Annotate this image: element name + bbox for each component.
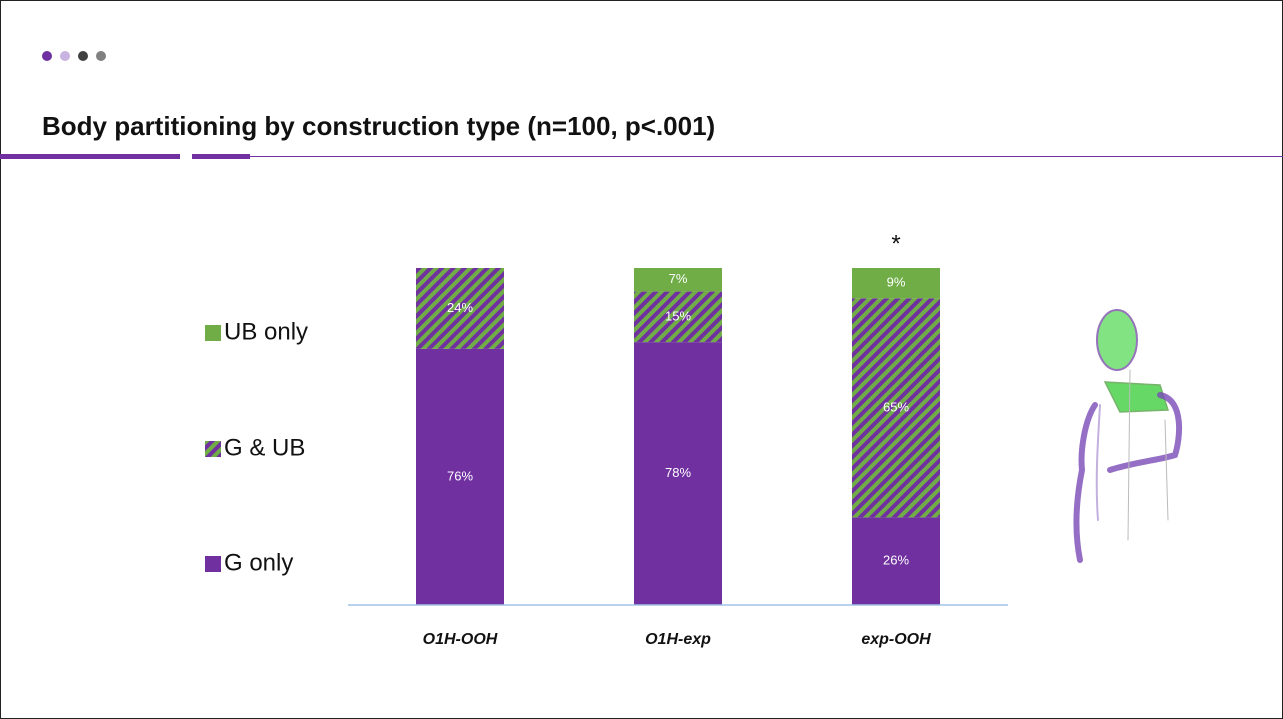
bar-segment	[634, 291, 722, 343]
value-label: 65%	[883, 399, 909, 414]
annotation: *	[891, 230, 900, 257]
legend-label: UB only	[224, 318, 308, 345]
legend-swatch	[205, 556, 221, 572]
bar-segment	[852, 298, 940, 518]
value-label: 78%	[665, 465, 691, 480]
bar-segment	[416, 348, 504, 605]
legend-swatch	[205, 441, 221, 457]
value-label: 76%	[447, 468, 473, 483]
bar-segment	[852, 517, 940, 605]
bar-segment	[634, 268, 722, 292]
title-rule	[0, 154, 1283, 159]
slide-title: Body partitioning by construction type (…	[42, 111, 715, 141]
value-label: 15%	[665, 308, 691, 323]
legend-label: G only	[224, 549, 293, 576]
x-tick-label: O1H-exp	[645, 631, 711, 648]
legend-label: G & UB	[224, 434, 305, 461]
bar-segment	[852, 268, 940, 299]
value-label: 24%	[447, 300, 473, 315]
value-label: 9%	[887, 275, 906, 290]
decor-dots	[42, 51, 106, 61]
body-figure	[1073, 309, 1183, 563]
value-label: 7%	[669, 271, 688, 286]
x-tick-label: O1H-OOH	[423, 631, 498, 648]
legend-swatch	[205, 325, 221, 341]
value-label: 26%	[883, 553, 909, 568]
bar-segment	[416, 268, 504, 349]
bar-segment	[634, 342, 722, 605]
x-tick-label: exp-OOH	[861, 631, 931, 648]
